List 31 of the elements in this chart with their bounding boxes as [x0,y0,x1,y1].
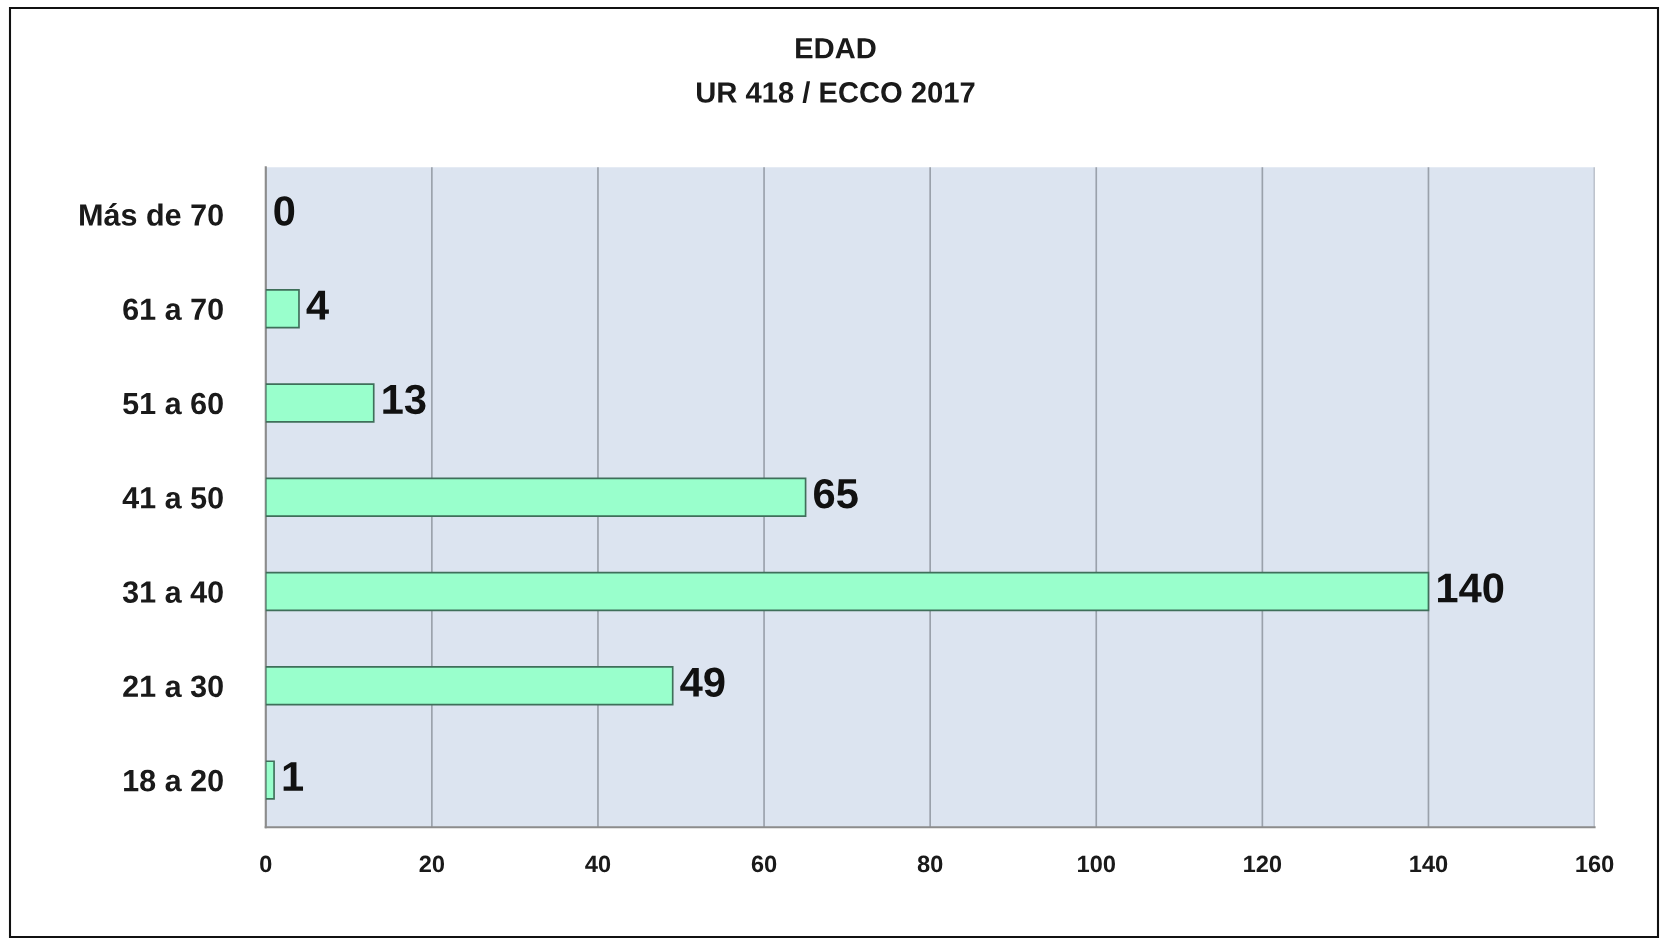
x-tick-label: 160 [1576,855,1614,873]
x-tick-label: 120 [1244,855,1282,873]
y-tick-label: 51 a 60 [123,392,223,415]
x-tick-label: 80 [917,855,943,873]
y-tick-label: 61 a 70 [123,298,223,321]
x-tick-label: 100 [1078,855,1115,873]
x-tick-label: 40 [585,855,611,873]
data-label: 1 [283,762,304,791]
data-label: 13 [383,384,426,415]
data-label: 65 [814,478,858,509]
chart-title: EDAD [796,38,876,59]
chart-subtitle: UR 418 / ECCO 2017 [697,81,975,104]
y-tick-label: 18 a 20 [124,769,223,792]
data-label: 49 [680,667,725,697]
bar [265,289,300,329]
bar [265,477,807,517]
bar [265,571,1430,612]
bar [265,760,275,800]
y-tick-label: Más de 70 [80,203,223,226]
bar [265,383,375,423]
data-label: 4 [306,290,329,320]
data-label: 140 [1438,573,1504,603]
y-tick-label: 21 a 30 [123,675,223,698]
x-tick-label: 0 [260,855,272,873]
data-label: 0 [274,196,295,226]
x-tick-label: 20 [419,855,445,873]
bar [265,666,674,706]
x-tick-label: 60 [751,855,777,873]
x-tick-label: 140 [1410,855,1448,873]
y-tick-label: 31 a 40 [122,581,223,603]
y-tick-label: 41 a 50 [122,487,223,509]
